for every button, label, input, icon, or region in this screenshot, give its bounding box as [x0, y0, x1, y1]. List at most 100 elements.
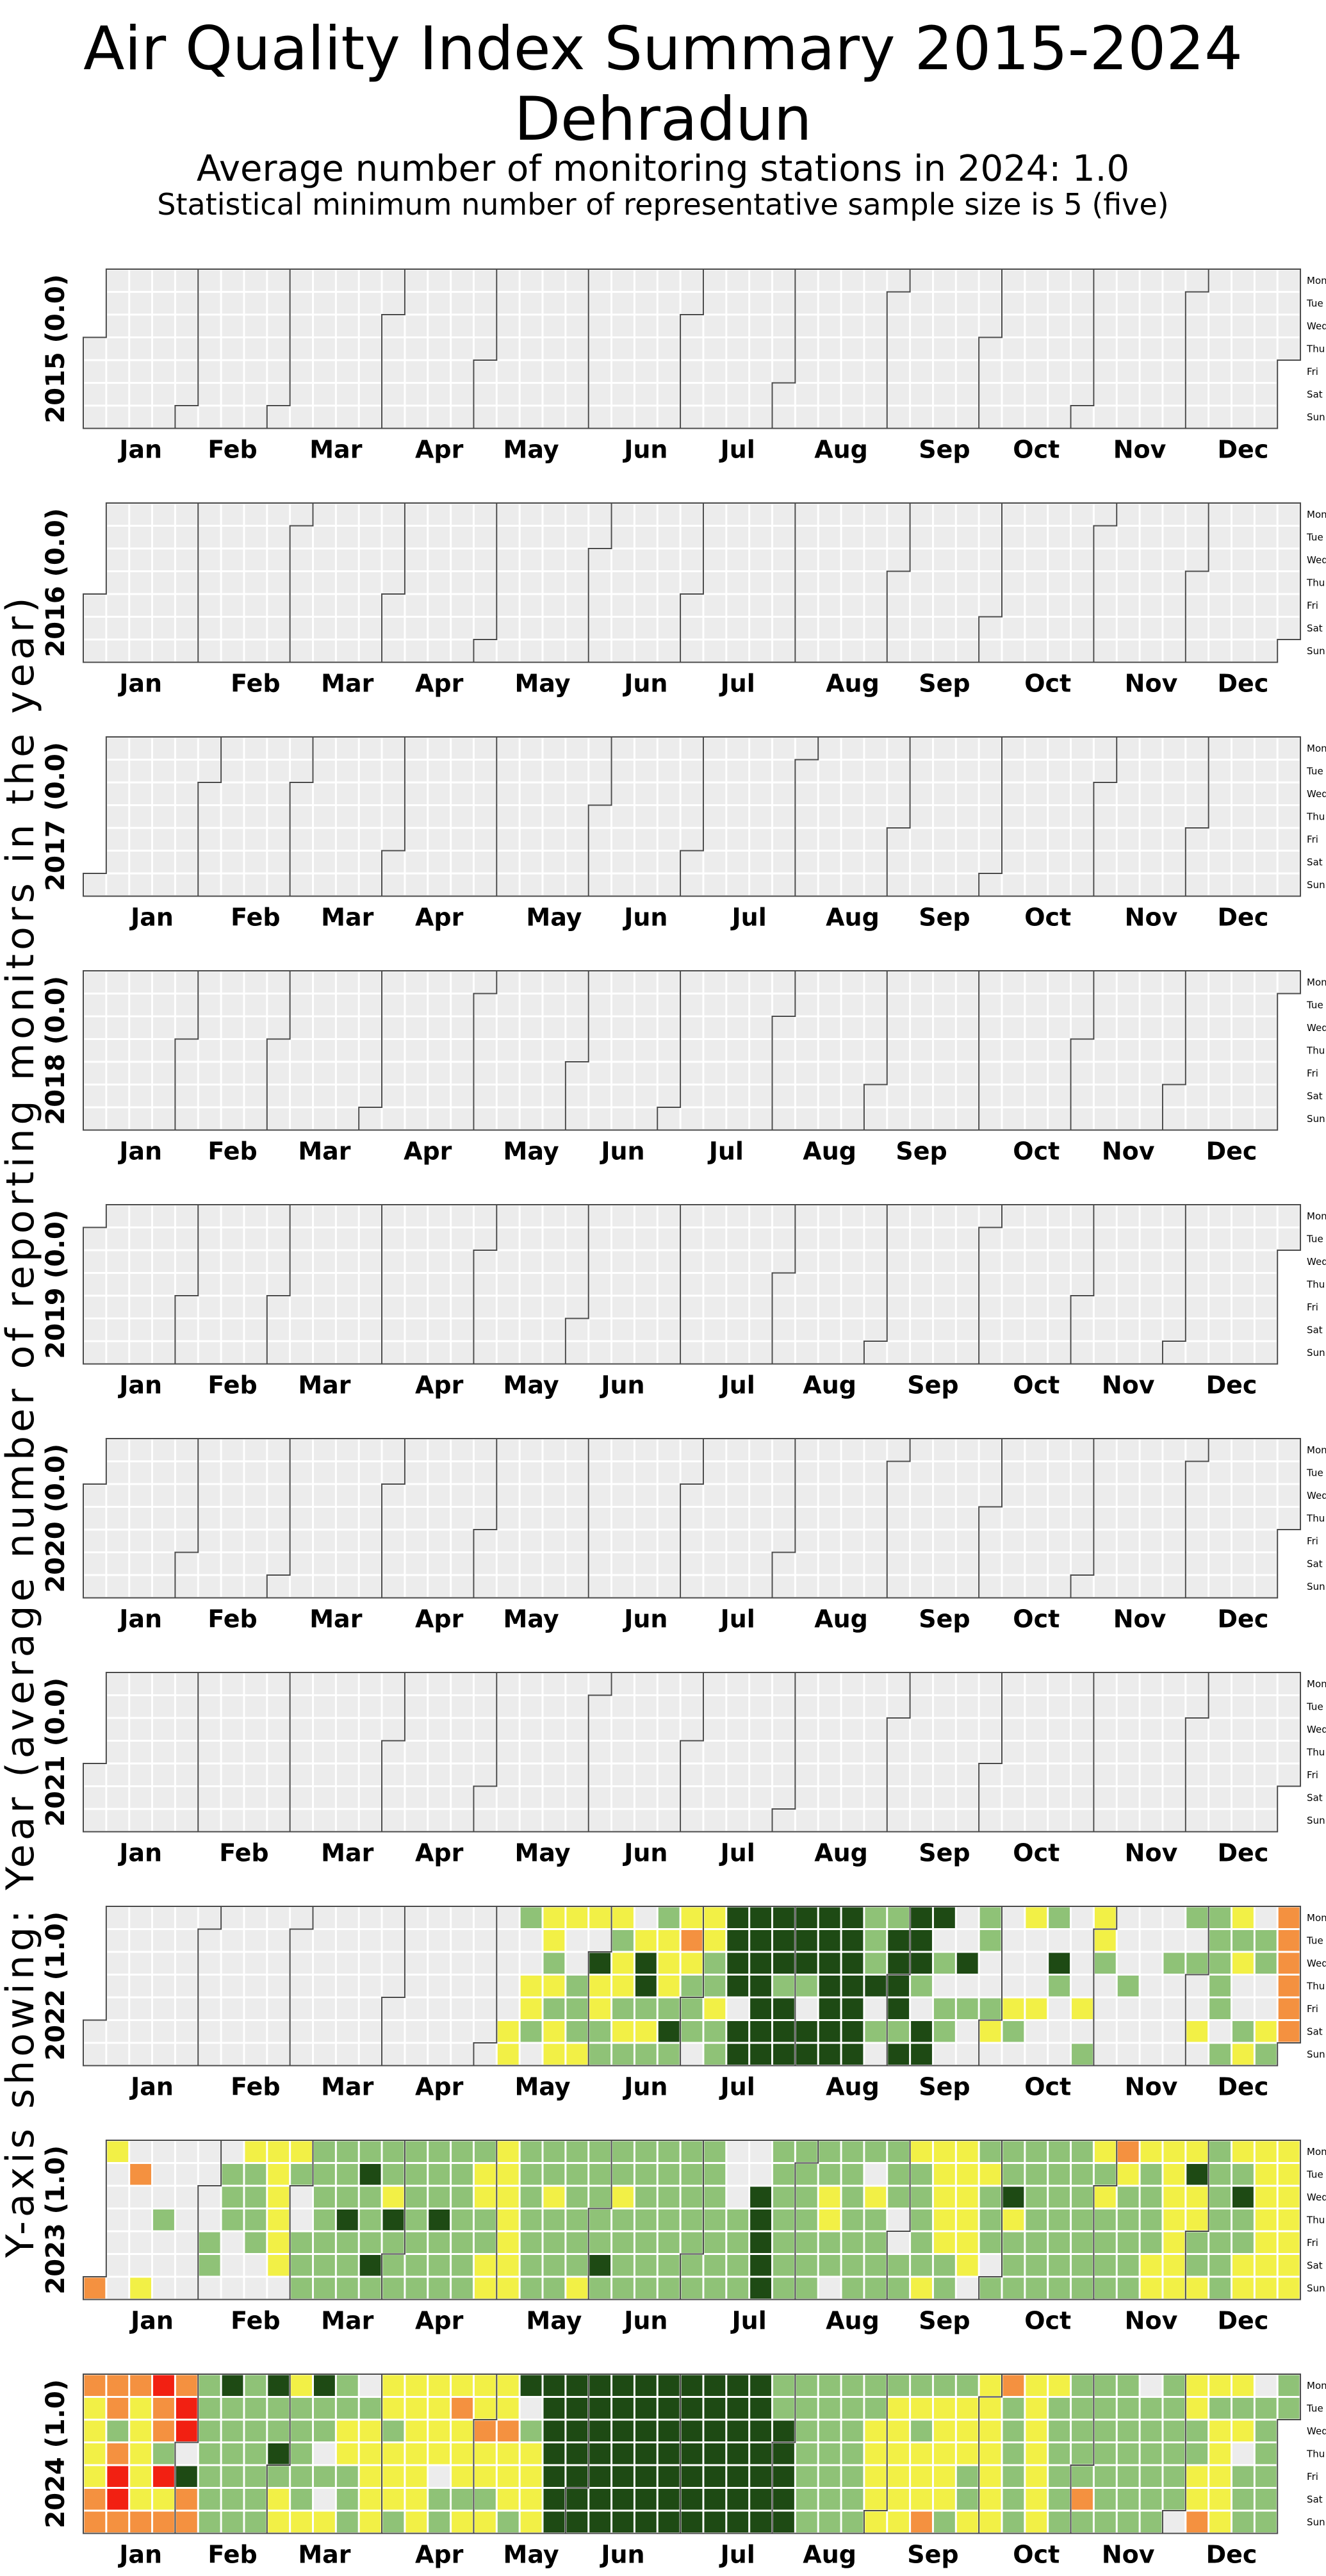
day-cell [268, 852, 290, 873]
day-cell [543, 293, 565, 314]
day-cell [291, 738, 312, 759]
day-cell [176, 874, 197, 895]
day-cell [268, 971, 290, 993]
day-cell [842, 2186, 864, 2208]
day-cell [405, 361, 427, 382]
day-cell [107, 1998, 129, 2019]
weekday-label: Sun [1307, 1113, 1325, 1125]
day-cell [245, 2255, 266, 2276]
day-cell [1026, 806, 1047, 827]
day-cell [1072, 1810, 1093, 1831]
day-cell [405, 1205, 427, 1226]
day-cell [429, 2466, 450, 2487]
day-cell [314, 361, 335, 382]
day-cell [107, 338, 129, 359]
month-separator [587, 1906, 612, 2066]
day-cell [727, 315, 749, 336]
day-cell [222, 1696, 243, 1717]
day-cell [405, 572, 427, 593]
day-cell [382, 2489, 404, 2510]
day-cell [1003, 852, 1024, 873]
day-cell [1278, 1485, 1300, 1506]
day-cell [635, 1342, 657, 1363]
day-cell [1072, 595, 1093, 616]
day-cell [956, 1787, 978, 1808]
day-cell [429, 1017, 450, 1038]
day-cell [222, 1108, 243, 1129]
day-cell [888, 315, 910, 336]
day-cell [199, 738, 220, 759]
day-cell [359, 270, 381, 291]
day-cell [979, 738, 1001, 759]
day-cell [865, 2375, 887, 2396]
month-separator [978, 1906, 1003, 2066]
day-cell [681, 293, 703, 314]
day-cell [543, 618, 565, 639]
day-cell [911, 1787, 932, 1808]
day-cell [1072, 971, 1093, 993]
day-cell [130, 338, 152, 359]
day-cell [107, 1228, 129, 1250]
day-cell [153, 406, 174, 427]
day-cell [1186, 1673, 1208, 1694]
day-cell [84, 995, 106, 1016]
day-cell [750, 406, 771, 427]
day-cell [933, 1998, 955, 2019]
day-cell [1232, 338, 1254, 359]
day-cell [1117, 2420, 1139, 2441]
day-cell [1049, 406, 1070, 427]
day-cell [842, 1742, 864, 1763]
day-cell [979, 1296, 1001, 1317]
day-cell [543, 1930, 565, 1951]
day-cell [956, 1530, 978, 1551]
day-cell [1232, 1764, 1254, 1785]
weekday-label: Fri [1307, 366, 1318, 377]
day-cell [497, 293, 519, 314]
day-cell [222, 1319, 243, 1341]
day-cell [107, 1787, 129, 1808]
day-cell [245, 1530, 266, 1551]
day-cell [566, 761, 588, 782]
day-cell [1232, 1719, 1254, 1740]
day-cell [888, 1040, 910, 1061]
day-cell [1026, 2141, 1047, 2162]
day-cell [1278, 971, 1300, 993]
day-cell [1094, 1719, 1116, 1740]
month-label: Jun [599, 1137, 644, 1166]
day-cell [635, 738, 657, 759]
day-cell [130, 2141, 152, 2162]
day-cell [429, 1274, 450, 1295]
day-cell [888, 971, 910, 993]
day-cell [750, 2209, 771, 2231]
day-cell [314, 783, 335, 804]
day-cell [474, 1976, 496, 1997]
day-cell [1026, 1696, 1047, 1717]
day-cell [543, 2375, 565, 2396]
day-cell [359, 2443, 381, 2465]
day-cell [199, 1508, 220, 1529]
weekday-label: Thu [1306, 2214, 1325, 2225]
day-cell [1163, 2186, 1185, 2208]
day-cell [796, 1319, 817, 1341]
day-cell [520, 1998, 542, 2019]
day-cell [452, 2466, 473, 2487]
day-cell [222, 527, 243, 548]
day-cell [933, 829, 955, 850]
day-cell [819, 1976, 840, 1997]
day-cell [314, 1998, 335, 2019]
day-cell [1003, 2164, 1024, 2185]
day-cell [153, 1764, 174, 1785]
day-cell [1049, 1742, 1070, 1763]
day-cell [979, 1998, 1001, 2019]
day-cell [222, 738, 243, 759]
day-cell [497, 1810, 519, 1831]
day-cell [956, 1673, 978, 1694]
day-cell [842, 315, 864, 336]
day-cell [245, 1439, 266, 1460]
day-cell [429, 618, 450, 639]
day-cell [176, 2511, 197, 2532]
day-cell [382, 761, 404, 782]
day-cell [245, 738, 266, 759]
day-cell [589, 1017, 611, 1038]
day-cell [956, 1205, 978, 1226]
